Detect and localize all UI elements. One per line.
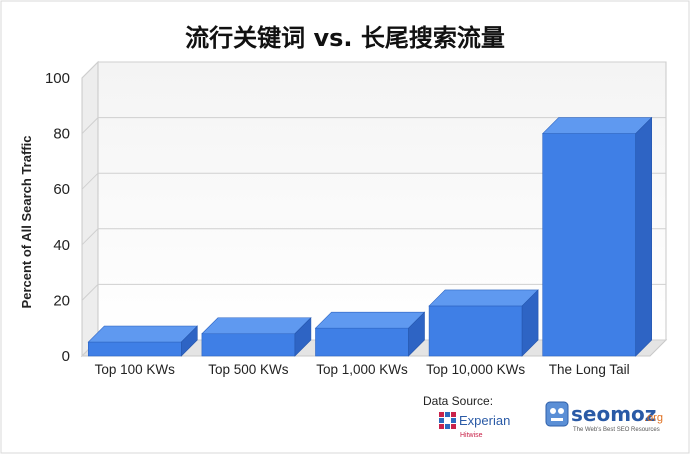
bar-top xyxy=(428,289,539,307)
seomoz-name: seomoz xyxy=(571,402,656,426)
bar xyxy=(87,325,199,357)
bar-top xyxy=(201,317,312,335)
y-tick-label: 0 xyxy=(62,348,70,365)
grid-line xyxy=(81,228,666,246)
x-category-label: The Long Tail xyxy=(549,362,630,377)
bar-top xyxy=(314,311,426,329)
experian-sub: Hitwise xyxy=(460,432,483,439)
seomoz-robot-icon xyxy=(545,401,569,427)
y-tick-label: 20 xyxy=(53,292,70,309)
bar-side xyxy=(635,116,653,357)
y-tick-label: 60 xyxy=(53,181,70,198)
bar-side xyxy=(408,311,425,357)
bar-side xyxy=(294,317,312,357)
grid-lines xyxy=(81,61,666,357)
seomoz-logo: seomoz .org The Web's Best SEO Resources xyxy=(545,401,663,433)
bar-front xyxy=(428,305,523,357)
grid-line xyxy=(81,61,666,79)
x-axis-categories: Top 100 KWs Top 500 KWs Top 1,000 KWs Top 1… xyxy=(95,362,630,377)
y-tick-label: 100 xyxy=(45,70,70,87)
y-tick-label: 40 xyxy=(53,237,70,254)
bar-front xyxy=(315,327,409,357)
y-axis-label: Percent of All Search Traffic xyxy=(19,136,34,309)
bar-top xyxy=(541,117,653,134)
bars xyxy=(87,116,653,357)
bar-front xyxy=(201,333,296,357)
bar xyxy=(541,116,653,357)
x-category-label: Top 500 KWs xyxy=(208,362,289,377)
seomoz-tld: .org xyxy=(644,412,663,424)
seomoz-tagline: The Web's Best SEO Resources xyxy=(573,427,660,433)
bar-top xyxy=(87,325,199,343)
grid-line xyxy=(81,172,666,190)
x-category-label: Top 100 KWs xyxy=(95,362,176,377)
bar-front xyxy=(88,341,182,357)
chart-side-wall xyxy=(81,60,99,358)
x-category-label: Top 10,000 KWs xyxy=(426,362,525,377)
y-axis-ticks: 0 20 40 60 80 100 xyxy=(45,70,70,365)
bar-front xyxy=(542,133,637,357)
grid-line xyxy=(81,117,666,134)
experian-logo: Experian Hitwise xyxy=(439,412,510,439)
x-category-label: Top 1,000 KWs xyxy=(316,362,408,377)
y-tick-label: 80 xyxy=(53,126,70,143)
data-source-label: Data Source: xyxy=(423,394,493,408)
experian-name: Experian xyxy=(459,413,510,428)
experian-icon xyxy=(439,412,456,429)
bar-side xyxy=(521,289,539,357)
bar xyxy=(428,289,539,357)
grid-line xyxy=(81,283,666,301)
chart-title: 流行关键词 vs. 长尾搜索流量 xyxy=(185,24,505,52)
bar xyxy=(314,311,426,357)
bar xyxy=(201,317,312,357)
bar-side xyxy=(181,325,198,357)
